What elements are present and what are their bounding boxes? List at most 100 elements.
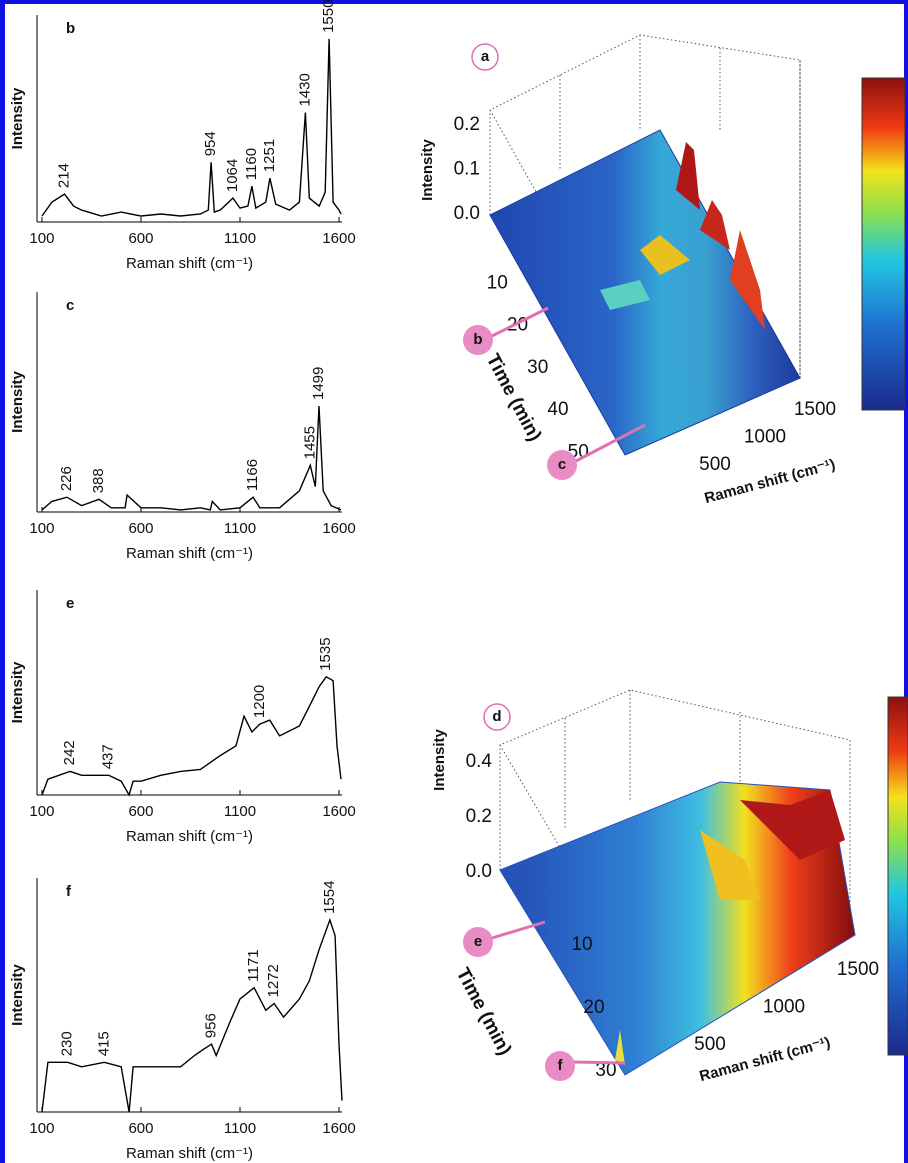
peak-label: 1064 — [224, 159, 241, 192]
panel-label: a — [481, 48, 490, 65]
colorbar — [887, 696, 908, 1056]
marker-badge — [463, 325, 493, 355]
x-axis-label: Raman shift (cm⁻¹) — [126, 545, 253, 562]
shift-tick-label: 1000 — [763, 997, 805, 1018]
surface — [499, 781, 856, 1076]
shift-tick-label: 1500 — [794, 399, 836, 420]
shift-tick-label: 1000 — [744, 427, 786, 448]
x-axis-label: Raman shift (cm⁻¹) — [126, 1145, 253, 1162]
peak-label: 1160 — [243, 148, 260, 180]
peak-label: 242 — [61, 740, 78, 765]
peak-label: 1272 — [265, 964, 282, 997]
x-tick-label: 1100 — [224, 1120, 256, 1137]
x-tick-label: 1100 — [224, 520, 256, 537]
marker-badge — [547, 450, 577, 480]
x-tick-label: 100 — [29, 230, 54, 247]
y-axis-label: Intensity — [9, 661, 26, 723]
peak-label: 388 — [90, 468, 107, 493]
peak-label: 954 — [202, 131, 219, 156]
time-tick-label: 20 — [583, 997, 604, 1018]
peak-label: 1535 — [317, 637, 334, 670]
shift-tick-label: 500 — [694, 1034, 726, 1055]
z-axis-label: Intensity — [419, 139, 436, 201]
y-axis-label: Intensity — [9, 371, 26, 433]
x-tick-label: 1100 — [224, 803, 256, 820]
peak-label: 1550 — [320, 0, 337, 33]
frame-right — [904, 0, 908, 1163]
marker-label: b — [473, 331, 482, 348]
marker-badge — [463, 927, 493, 957]
x-tick-label: 1100 — [224, 230, 256, 247]
y-axis-label: Intensity — [9, 964, 26, 1026]
panel-label: c — [66, 297, 74, 314]
shift-tick-label: 500 — [699, 454, 731, 475]
peak-label: 1251 — [261, 139, 278, 172]
peak-label: 1200 — [251, 685, 268, 718]
time-tick-label: 10 — [487, 272, 508, 293]
x-tick-label: 100 — [29, 1120, 54, 1137]
marker-label: e — [474, 933, 482, 950]
x-tick-label: 100 — [29, 520, 54, 537]
z-tick-label: 0.1 — [454, 159, 480, 180]
peak-label: 1430 — [296, 73, 313, 106]
x-tick-label: 600 — [128, 520, 153, 537]
spectrum — [41, 405, 342, 511]
surface-peaks — [600, 142, 765, 330]
peak-label: 230 — [59, 1031, 76, 1056]
peak-label: 956 — [202, 1013, 219, 1038]
x-tick-label: 1600 — [322, 803, 355, 820]
marker-label: f — [558, 1057, 564, 1074]
z-tick-label: 0.4 — [466, 751, 493, 772]
frame-top — [0, 0, 908, 4]
peak-label: 437 — [100, 744, 117, 769]
peak-label: 1166 — [244, 459, 261, 491]
colorbar — [861, 77, 906, 411]
spectrum — [41, 38, 342, 217]
surface-peaks — [615, 790, 845, 1065]
marker-label: c — [558, 456, 566, 473]
x-tick-label: 1600 — [322, 1120, 355, 1137]
time-axis-label: Time (min) — [452, 965, 515, 1059]
marker-arrow — [573, 1060, 626, 1065]
panel-label: b — [66, 20, 75, 37]
marker-arrow — [575, 423, 646, 463]
x-axis-label: Raman shift (cm⁻¹) — [126, 828, 253, 845]
time-tick-label: 10 — [571, 934, 592, 955]
box-grid — [489, 34, 851, 951]
panel-badge — [471, 43, 499, 71]
spectrum — [41, 675, 342, 797]
x-tick-label: 1600 — [322, 230, 355, 247]
y-axis-label: Intensity — [9, 87, 26, 149]
panel-label: e — [66, 595, 74, 612]
marker-arrow — [491, 920, 546, 940]
peak-label: 214 — [55, 163, 72, 188]
peak-label: 1455 — [301, 426, 318, 459]
x-tick-label: 600 — [128, 803, 153, 820]
peak-label: 226 — [58, 466, 75, 491]
z-tick-label: 0.2 — [454, 114, 480, 135]
time-tick-label: 20 — [507, 315, 528, 336]
peak-label: 1171 — [245, 949, 262, 981]
x-tick-label: 100 — [29, 803, 54, 820]
x-tick-label: 600 — [128, 230, 153, 247]
panel-label: d — [492, 708, 501, 725]
z-axis-label: Intensity — [431, 729, 448, 791]
panel-label: f — [66, 883, 72, 900]
z-tick-label: 0.0 — [466, 861, 492, 882]
time-tick-label: 30 — [595, 1060, 616, 1081]
z-tick-label: 0.2 — [466, 806, 492, 827]
peak-label: 1554 — [321, 881, 338, 914]
x-tick-label: 1600 — [322, 520, 355, 537]
time-tick-label: 40 — [547, 399, 568, 420]
spectrum — [41, 917, 343, 1113]
marker-badge — [545, 1051, 575, 1081]
marker-arrow — [491, 306, 549, 338]
z-tick-label: 0.0 — [454, 203, 480, 224]
peak-label: 415 — [95, 1031, 112, 1056]
time-tick-label: 30 — [527, 357, 548, 378]
x-tick-label: 600 — [128, 1120, 153, 1137]
shift-tick-label: 1500 — [837, 959, 879, 980]
x-axis-label: Raman shift (cm⁻¹) — [126, 255, 253, 272]
frame-left — [0, 0, 5, 1163]
